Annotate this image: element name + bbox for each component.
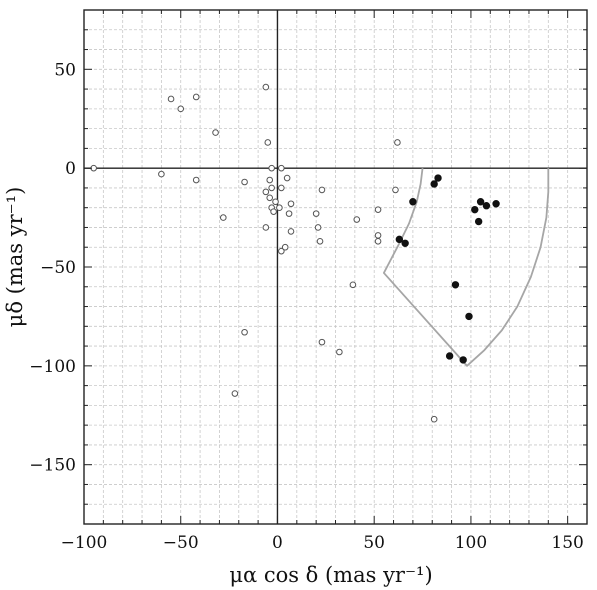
open-data-point [287,200,295,208]
open-data-point [430,415,438,423]
x-tick-label: 150 [551,533,583,553]
filled-data-point [465,312,473,321]
filled-data-point [459,356,467,364]
open-data-point [287,228,295,235]
open-data-point [268,164,275,172]
x-tick-label: 100 [455,533,487,553]
open-data-point [262,83,270,91]
open-data-point [278,164,285,172]
open-data-point [266,194,274,202]
open-data-point [276,204,283,211]
open-data-point [177,105,185,113]
open-data-point [262,188,270,196]
open-data-point [219,214,227,221]
open-data-point [336,348,343,356]
open-data-point [392,186,399,194]
open-data-point [349,281,357,289]
y-tick-label: −150 [29,456,76,476]
open-data-point [231,390,239,397]
open-data-point [167,95,175,103]
open-data-point [212,129,219,136]
filled-data-point [482,202,491,210]
open-data-point [283,174,291,182]
filled-data-point [434,174,442,182]
open-data-point [272,198,279,206]
open-data-point [316,238,324,245]
open-data-point [262,224,270,231]
zero-lines [84,10,587,524]
x-tick-label: −100 [61,533,108,553]
open-data-point [281,243,289,251]
y-tick-label: 50 [54,60,76,80]
open-data-point [278,247,285,255]
y-tick-label: −100 [29,357,76,377]
open-data-point [318,186,326,194]
filled-data-point [476,198,485,206]
open-data-point [285,210,293,217]
filled-data-point [401,239,409,247]
open-data-point [264,139,272,146]
open-data-point [394,139,401,146]
open-data-point [374,232,382,239]
open-data-point [192,176,200,184]
open-data-point [314,224,322,231]
y-tick-label: −50 [40,258,76,278]
open-data-point [192,93,200,101]
open-data-point [158,170,165,178]
x-axis-title: μα cos δ (mas yr⁻¹) [229,563,432,587]
x-tick-label: −50 [163,533,199,553]
y-tick-label: 0 [65,159,76,179]
x-tick-label: 50 [363,533,385,553]
filled-data-point [451,281,460,289]
open-data-point [353,216,361,223]
filled-data-point [445,352,454,360]
minor-grid [83,9,588,525]
open-data-point [268,184,275,192]
open-data-point [270,208,277,215]
filled-data-point [471,205,479,214]
filled-data-point [492,200,500,208]
open-data-point [266,176,274,184]
open-data-point [278,184,285,192]
x-tick-label: 0 [272,533,283,553]
selection-boundary [382,168,550,367]
y-axis-title: μδ (mas yr⁻¹) [3,187,27,328]
open-data-point [374,238,382,245]
filled-data-point [474,217,483,226]
open-data-point [241,178,248,186]
boundary-line [382,168,550,367]
filled-data-point [395,235,404,244]
open-data-point [318,338,326,346]
open-data-point [312,210,320,217]
open-data-point [374,206,382,213]
axis-ticks: −100 −50 0 50 100 150 −150 −100 −50 0 50 [29,9,588,553]
open-data-point [241,328,248,336]
data-points [90,83,500,423]
filled-data-point [430,180,438,188]
filled-data-point [409,198,417,206]
